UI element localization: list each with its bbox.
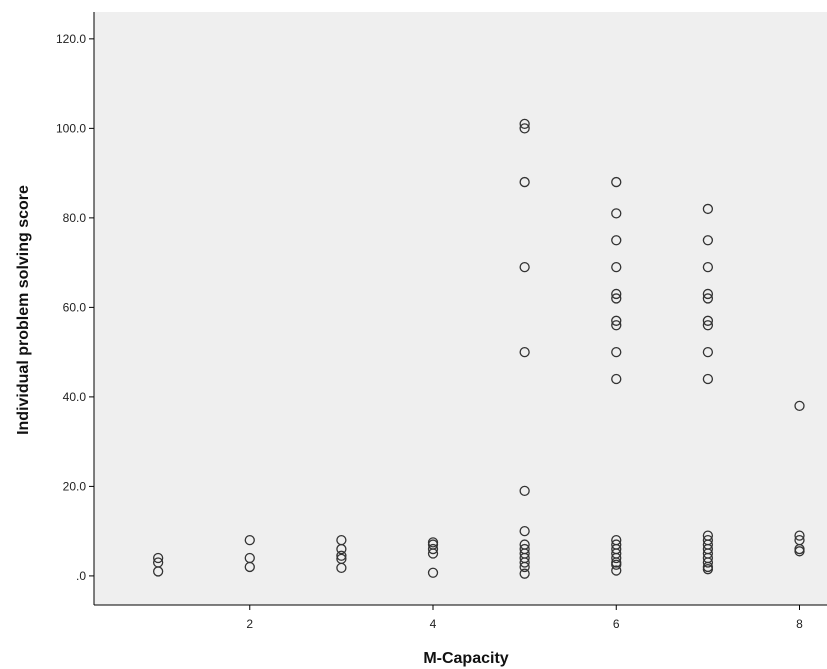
data-point bbox=[702, 288, 714, 300]
data-point bbox=[702, 346, 714, 358]
data-point bbox=[702, 557, 714, 568]
x-tick-label: 8 bbox=[796, 617, 803, 631]
data-point bbox=[336, 534, 347, 546]
data-point bbox=[519, 261, 530, 273]
data-point bbox=[611, 373, 622, 385]
data-point bbox=[702, 293, 714, 304]
data-point bbox=[611, 293, 622, 304]
x-tick-label: 6 bbox=[613, 617, 620, 631]
y-tick-label: 20.0 bbox=[63, 479, 87, 493]
x-tick-label: 2 bbox=[246, 617, 253, 631]
data-points bbox=[152, 118, 805, 579]
y-axis-ticks: .0 20.0 40.0 60.0 80.0 100.0 120.0 bbox=[56, 32, 94, 583]
y-tick-label: 120.0 bbox=[56, 32, 86, 46]
x-axis-ticks: 2 4 6 8 bbox=[246, 605, 803, 631]
data-point bbox=[519, 346, 530, 358]
data-point bbox=[336, 553, 347, 565]
data-point bbox=[519, 118, 530, 130]
data-point bbox=[519, 561, 530, 573]
plot-area bbox=[94, 12, 827, 605]
data-point bbox=[519, 123, 530, 134]
data-point bbox=[611, 565, 622, 576]
data-point bbox=[427, 537, 439, 548]
data-point bbox=[611, 315, 622, 326]
data-point bbox=[794, 400, 805, 411]
data-point bbox=[611, 559, 622, 570]
y-axis-title: Individual problem solving score bbox=[15, 185, 32, 435]
data-point bbox=[794, 546, 805, 557]
data-point bbox=[152, 557, 164, 568]
data-point bbox=[611, 346, 622, 358]
data-point bbox=[794, 530, 805, 541]
data-point bbox=[519, 557, 530, 568]
data-point bbox=[702, 203, 714, 215]
data-point bbox=[611, 288, 622, 300]
data-point bbox=[702, 564, 714, 575]
data-point bbox=[519, 485, 530, 497]
x-axis-title: M-Capacity bbox=[423, 650, 508, 667]
y-tick-label: .0 bbox=[76, 569, 86, 583]
data-point bbox=[611, 320, 622, 331]
data-point bbox=[611, 208, 622, 219]
data-point bbox=[702, 261, 714, 273]
data-point bbox=[427, 567, 439, 578]
y-tick-label: 80.0 bbox=[63, 211, 87, 225]
data-point bbox=[244, 534, 255, 546]
x-tick-label: 4 bbox=[430, 617, 437, 631]
data-point bbox=[702, 320, 714, 331]
data-point bbox=[519, 568, 530, 579]
y-tick-label: 40.0 bbox=[63, 390, 87, 404]
y-tick-label: 60.0 bbox=[63, 300, 87, 314]
data-point bbox=[611, 176, 622, 188]
y-tick-label: 100.0 bbox=[56, 121, 86, 135]
data-point bbox=[519, 526, 530, 537]
data-point bbox=[702, 373, 714, 385]
data-point bbox=[152, 552, 164, 564]
data-point bbox=[702, 315, 714, 326]
data-point bbox=[611, 552, 622, 564]
data-point bbox=[336, 550, 347, 561]
data-point bbox=[519, 176, 530, 188]
data-point bbox=[427, 543, 439, 555]
data-point bbox=[611, 235, 622, 246]
data-point bbox=[702, 235, 714, 246]
data-point bbox=[611, 261, 622, 273]
data-point bbox=[244, 552, 255, 564]
